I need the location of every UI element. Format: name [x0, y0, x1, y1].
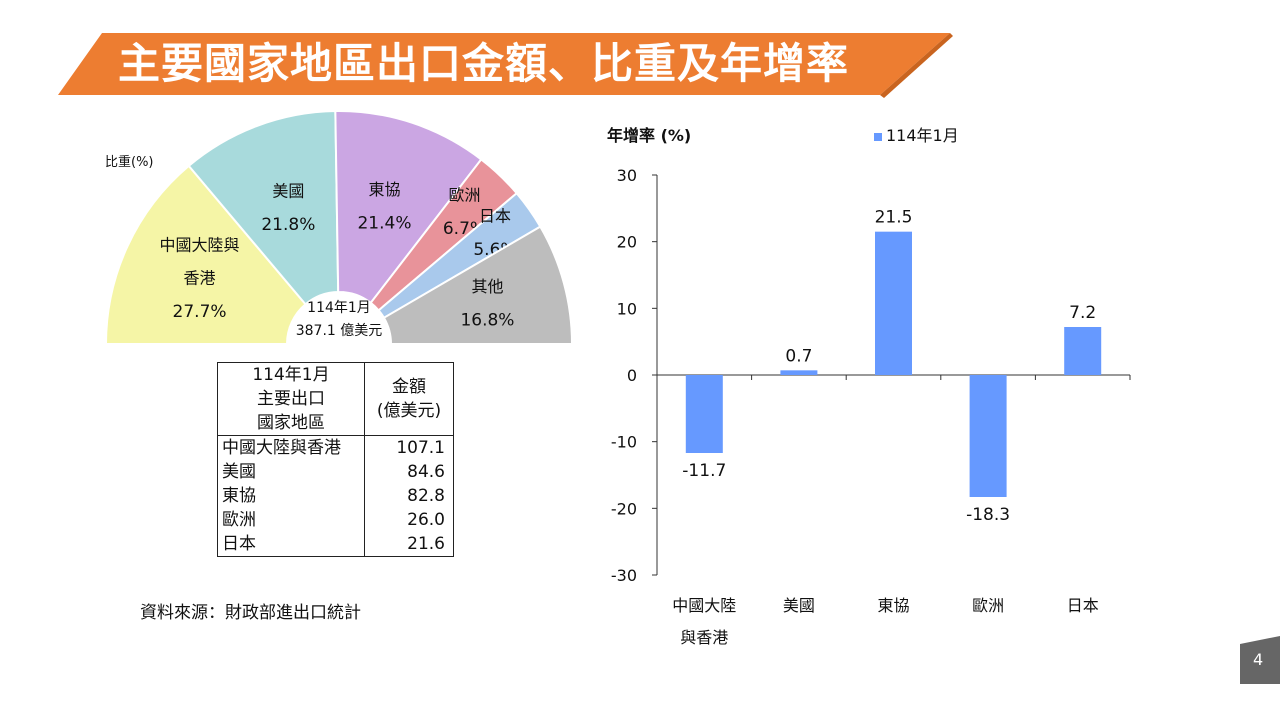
table-cell-region: 美國 — [217, 460, 365, 484]
bar — [685, 375, 723, 453]
pie-slice — [104, 164, 307, 345]
bar-value-label: 21.5 — [875, 208, 913, 228]
table-cell-amount: 26.0 — [364, 508, 454, 532]
table-row: 東協 82.8 — [217, 484, 454, 508]
bar-value-label: 0.7 — [785, 346, 812, 366]
x-category-label: 中國大陸 — [672, 596, 736, 615]
table-cell-region: 東協 — [217, 484, 365, 508]
pie-unit-label: 比重(%) — [105, 154, 154, 170]
x-category-label: 美國 — [783, 596, 815, 615]
title-banner — [58, 33, 953, 98]
pie-slice-value-label: 21.8% — [261, 215, 315, 235]
title-banner-shadow — [880, 33, 953, 98]
pie-slice-name-label: 東協 — [368, 180, 400, 199]
table-header-region: 114年1月 主要出口 國家地區 — [217, 362, 365, 436]
share-pie-chart: 中國大陸與香港27.7%美國21.8%東協21.4%歐洲6.7%日本5.6%其他… — [104, 110, 574, 345]
table-header-region-line: 主要出口 — [257, 389, 325, 409]
source-note: 資料來源：財政部進出口統計 — [140, 603, 361, 623]
pie-slice-name-label: 中國大陸與 — [160, 236, 240, 255]
x-category-label: 與香港 — [680, 628, 728, 647]
table-row: 美國 84.6 — [217, 460, 454, 484]
pie-slice-name-label: 其他 — [471, 277, 503, 296]
pie-center-period: 114年1月 — [307, 300, 371, 316]
table-cell-amount: 84.6 — [364, 460, 454, 484]
y-tick-label: -30 — [611, 566, 637, 585]
x-category-label: 日本 — [1067, 596, 1099, 615]
pie-slice-value-label: 16.8% — [460, 310, 514, 330]
table-cell-amount: 82.8 — [364, 484, 454, 508]
pie-slice-name-label: 香港 — [184, 269, 216, 288]
export-amount-table: 114年1月 主要出口 國家地區 金額 (億美元) 中國大陸與香港 107.1 … — [217, 362, 454, 557]
table-header-region-line: 114年1月 — [252, 365, 330, 385]
growth-bar-chart: 年增率 (%) 114年1月 30 20 10 0 -10 -20 -30 -11.7 中國大陸與香… — [607, 126, 1131, 647]
bar — [780, 370, 818, 375]
table-cell-region: 日本 — [217, 532, 365, 557]
table-header-amount-line: 金額 — [392, 377, 426, 397]
y-tick-label: 0 — [627, 366, 637, 385]
bar — [875, 231, 912, 375]
x-category-label: 歐洲 — [972, 596, 1004, 615]
x-category-label: 東協 — [877, 596, 909, 615]
pie-slice — [382, 225, 574, 345]
table-cell-region: 中國大陸與香港 — [217, 435, 365, 460]
page-title: 主要國家地區出口金額、比重及年增率 — [118, 39, 850, 88]
table-header-amount-line: (億美元) — [376, 401, 442, 421]
table-header-region-line: 國家地區 — [257, 413, 325, 433]
legend-swatch — [874, 133, 882, 141]
pie-slice-name-label: 歐洲 — [448, 185, 480, 204]
table-cell-amount: 21.6 — [364, 532, 454, 557]
y-tick-label: -20 — [611, 499, 637, 518]
bar — [1064, 327, 1102, 375]
pie-slice-name-label: 美國 — [272, 182, 304, 201]
table-row: 中國大陸與香港 107.1 — [217, 435, 454, 460]
y-tick-label: 10 — [617, 299, 637, 318]
y-tick-label: 20 — [617, 233, 637, 252]
table-header-amount: 金額 (億美元) — [364, 362, 454, 436]
table-header-row: 114年1月 主要出口 國家地區 金額 (億美元) — [217, 362, 454, 436]
table-row: 歐洲 26.0 — [217, 508, 454, 532]
pie-center-total: 387.1 億美元 — [296, 323, 383, 339]
page-number: 4 — [1253, 650, 1264, 669]
pie-slice — [187, 110, 340, 306]
title-banner-shape — [58, 33, 950, 95]
pie-slice-value-label: 27.7% — [173, 302, 227, 322]
pie-slice-name-label: 日本 — [479, 207, 511, 226]
bar-value-label: -18.3 — [966, 505, 1010, 525]
table-cell-region: 歐洲 — [217, 508, 365, 532]
bar-value-label: -11.7 — [682, 461, 726, 481]
y-tick-label: -10 — [611, 433, 637, 452]
page-number-tab — [1240, 636, 1280, 684]
table-row: 日本 21.6 — [217, 532, 454, 557]
legend-label: 114年1月 — [886, 126, 959, 145]
table-cell-amount: 107.1 — [364, 435, 454, 460]
pie-slice-value-label: 21.4% — [357, 213, 411, 233]
pie-slice — [334, 110, 483, 305]
y-tick-label: 30 — [617, 166, 637, 185]
bar-value-label: 7.2 — [1069, 303, 1096, 323]
y-axis-title: 年增率 (%) — [607, 126, 691, 145]
bar — [969, 375, 1007, 497]
